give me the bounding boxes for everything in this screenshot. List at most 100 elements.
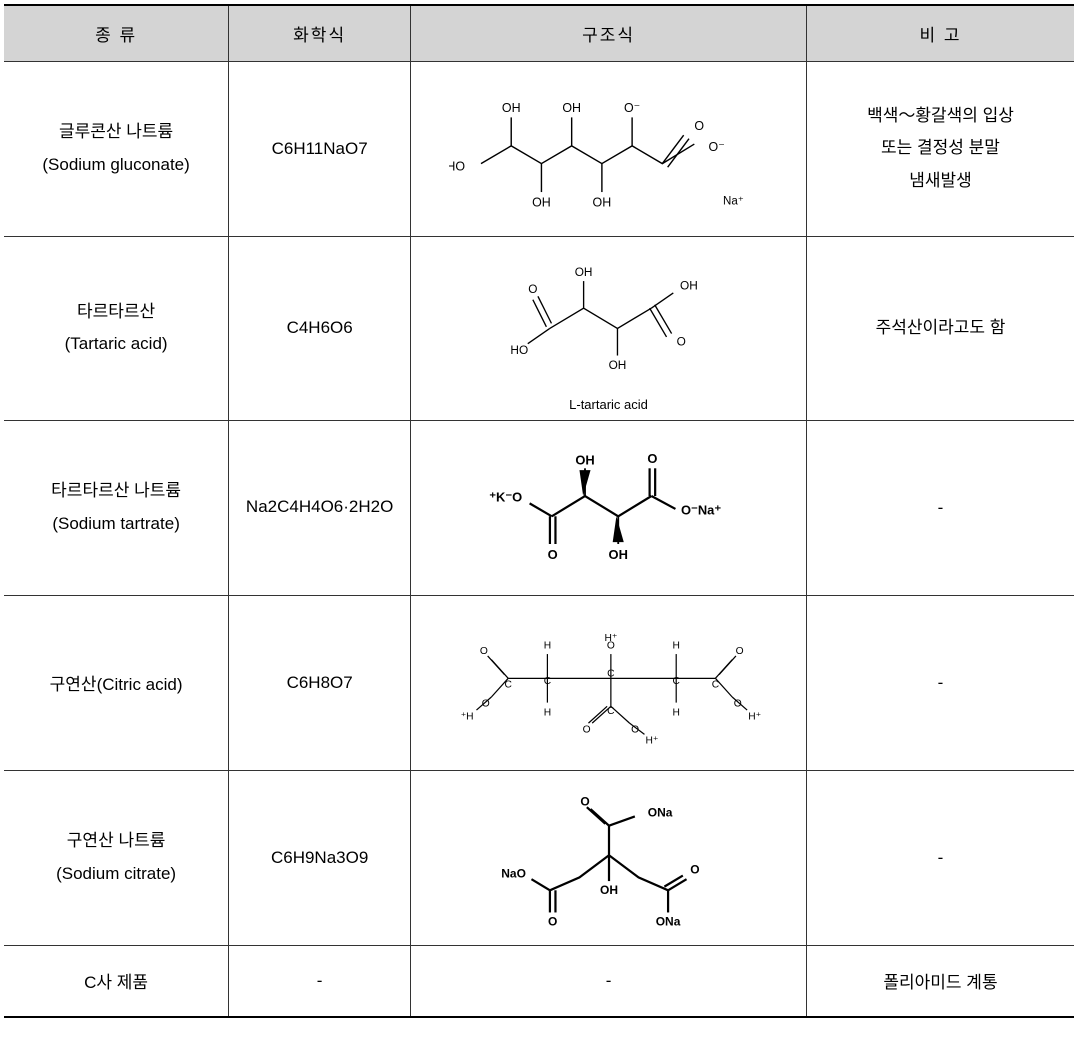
svg-text:O: O (690, 862, 699, 876)
svg-text:O⁻: O⁻ (624, 101, 640, 115)
svg-text:O: O (528, 281, 537, 295)
note-cell: 백색～황갈색의 입상 또는 결정성 분말 냄새발생 (806, 61, 1074, 236)
svg-text:HO: HO (449, 160, 465, 174)
type-cell: 타르타르산 (Tartaric acid) (4, 236, 229, 420)
svg-text:OH: OH (608, 358, 626, 372)
svg-text:O: O (580, 794, 589, 808)
svg-text:O: O (481, 698, 489, 709)
formula-cell: C4H6O6 (229, 236, 411, 420)
note-line: 또는 결정성 분말 (813, 132, 1068, 164)
svg-text:H: H (543, 707, 550, 718)
svg-text:H⁺: H⁺ (604, 633, 617, 644)
table-row: C사 제품 - - 폴리아미드 계통 (4, 945, 1074, 1017)
svg-text:⁺K⁻O: ⁺K⁻O (489, 489, 522, 504)
formula-cell: - (229, 945, 411, 1017)
svg-text:O⁻Na⁺: O⁻Na⁺ (681, 502, 721, 517)
svg-text:OH: OH (575, 452, 594, 467)
svg-text:O: O (735, 646, 743, 657)
type-cell: 타르타르산 나트륨 (Sodium tartrate) (4, 420, 229, 595)
svg-text:H⁺: H⁺ (645, 735, 658, 746)
structure-cell: O HO OH OH OH O L-tartaric acid (411, 236, 807, 420)
type-en: (Sodium gluconate) (10, 149, 222, 181)
svg-text:C: C (607, 668, 615, 679)
svg-text:O: O (547, 546, 557, 561)
svg-text:H: H (672, 640, 679, 651)
svg-text:C: C (672, 675, 680, 686)
type-kr: 타르타르산 (10, 296, 222, 328)
structure-sodium-tartrate: ⁺K⁻O O OH O OH O⁻Na⁺ (479, 448, 739, 568)
structure-gluconate: HO OH OH OH OH O⁻ O O⁻ Na⁺ (449, 81, 769, 216)
svg-text:O: O (631, 724, 639, 735)
svg-text:H: H (672, 707, 679, 718)
svg-text:ONa: ONa (647, 805, 672, 819)
chemical-table: 종 류 화학식 구조식 비 고 글루콘산 나트륨 (Sodium glucona… (4, 4, 1074, 1018)
formula-cell: C6H9Na3O9 (229, 770, 411, 945)
type-cell: 글루콘산 나트륨 (Sodium gluconate) (4, 61, 229, 236)
formula-cell: C6H8O7 (229, 595, 411, 770)
svg-text:C: C (607, 705, 615, 716)
note-cell: 주석산이라고도 함 (806, 236, 1074, 420)
type-kr: 구연산 나트륨 (10, 825, 222, 857)
col-header-structure: 구조식 (411, 5, 807, 61)
type-en: (Tartaric acid) (10, 328, 222, 360)
type-cell: C사 제품 (4, 945, 229, 1017)
svg-text:⁺H: ⁺H (460, 711, 473, 722)
svg-text:OH: OH (608, 546, 627, 561)
svg-text:OH: OH (680, 278, 698, 292)
svg-text:OH: OH (592, 195, 611, 209)
table-row: 타르타르산 (Tartaric acid) C4H6O6 (4, 236, 1074, 420)
svg-text:O: O (582, 724, 590, 735)
svg-text:O: O (647, 450, 657, 465)
svg-text:O: O (548, 914, 557, 928)
formula-cell: Na2C4H4O6·2H2O (229, 420, 411, 595)
col-header-type: 종 류 (4, 5, 229, 61)
col-header-note: 비 고 (806, 5, 1074, 61)
svg-text:C: C (711, 679, 719, 690)
structure-caption: L-tartaric acid (417, 397, 800, 412)
table-row: 구연산 나트륨 (Sodium citrate) C6H9Na3O9 (4, 770, 1074, 945)
svg-text:C: C (504, 679, 512, 690)
note-cell: - (806, 420, 1074, 595)
svg-text:O: O (694, 119, 704, 133)
structure-cell: HO OH OH OH OH O⁻ O O⁻ Na⁺ (411, 61, 807, 236)
note-cell: - (806, 595, 1074, 770)
svg-text:OH: OH (532, 195, 551, 209)
type-en: (Sodium citrate) (10, 858, 222, 890)
svg-text:NaO: NaO (501, 866, 526, 880)
structure-sodium-citrate: NaO O OH O ONa O ONa (489, 788, 729, 928)
type-cell: 구연산 나트륨 (Sodium citrate) (4, 770, 229, 945)
structure-tartaric: O HO OH OH OH O (499, 245, 719, 395)
table-row: 글루콘산 나트륨 (Sodium gluconate) C6H11NaO7 (4, 61, 1074, 236)
structure-cell: ⁺K⁻O O OH O OH O⁻Na⁺ (411, 420, 807, 595)
svg-text:ONa: ONa (655, 914, 680, 928)
svg-text:OH: OH (562, 101, 581, 115)
structure-cell: NaO O OH O ONa O ONa (411, 770, 807, 945)
table-row: 타르타르산 나트륨 (Sodium tartrate) Na2C4H4O6·2H… (4, 420, 1074, 595)
note-cell: - (806, 770, 1074, 945)
svg-text:O⁻: O⁻ (708, 140, 724, 154)
type-kr: 글루콘산 나트륨 (10, 116, 222, 148)
type-kr: 타르타르산 나트륨 (10, 475, 222, 507)
table-row: 구연산(Citric acid) C6H8O7 (4, 595, 1074, 770)
note-line: 백색～황갈색의 입상 (813, 100, 1068, 132)
formula-cell: C6H11NaO7 (229, 61, 411, 236)
svg-text:OH: OH (574, 265, 592, 279)
type-cell: 구연산(Citric acid) (4, 595, 229, 770)
structure-citric-acid: H H H H O O O O O O O C C C C (449, 613, 769, 753)
type-en: (Sodium tartrate) (10, 508, 222, 540)
svg-text:H: H (543, 640, 550, 651)
structure-cell: H H H H O O O O O O O C C C C (411, 595, 807, 770)
svg-text:HO: HO (510, 342, 528, 356)
note-line: 주석산이라고도 함 (813, 312, 1068, 344)
note-cell: 폴리아미드 계통 (806, 945, 1074, 1017)
table-header-row: 종 류 화학식 구조식 비 고 (4, 5, 1074, 61)
svg-text:OH: OH (600, 883, 618, 897)
svg-text:Na⁺: Na⁺ (723, 196, 744, 208)
svg-text:O: O (733, 698, 741, 709)
svg-text:OH: OH (501, 101, 520, 115)
svg-text:O: O (676, 334, 685, 348)
structure-cell: - (411, 945, 807, 1017)
col-header-formula: 화학식 (229, 5, 411, 61)
svg-text:C: C (543, 675, 551, 686)
svg-text:H⁺: H⁺ (748, 711, 761, 722)
